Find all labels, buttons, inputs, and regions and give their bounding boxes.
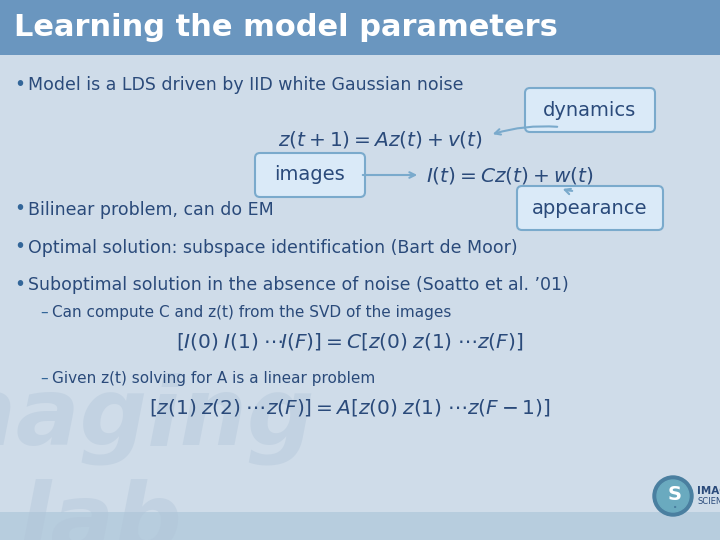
Circle shape [657, 480, 689, 512]
Text: Given z(t) solving for A is a linear problem: Given z(t) solving for A is a linear pro… [52, 370, 375, 386]
Text: $z(t+1) = Az(t) + v(t)$: $z(t+1) = Az(t) + v(t)$ [278, 130, 482, 151]
Text: –: – [40, 370, 48, 386]
Text: •: • [14, 199, 25, 219]
Text: .: . [673, 500, 677, 510]
FancyBboxPatch shape [0, 512, 720, 540]
FancyBboxPatch shape [517, 186, 663, 230]
FancyBboxPatch shape [525, 88, 655, 132]
Text: •: • [14, 238, 25, 256]
Text: Suboptimal solution in the absence of noise (Soatto et al. ’01): Suboptimal solution in the absence of no… [28, 276, 569, 294]
Text: IMAGING: IMAGING [697, 486, 720, 496]
Text: Model is a LDS driven by IID white Gaussian noise: Model is a LDS driven by IID white Gauss… [28, 76, 464, 94]
Text: dynamics: dynamics [544, 100, 636, 119]
Text: $[z(1)\; z(2)\; \cdots z(F)] = A[z(0)\; z(1)\; \cdots z(F-1)]$: $[z(1)\; z(2)\; \cdots z(F)] = A[z(0)\; … [149, 397, 551, 418]
Text: imaging
lab: imaging lab [0, 373, 315, 540]
Text: $I(t) = Cz(t) + w(t)$: $I(t) = Cz(t) + w(t)$ [426, 165, 594, 186]
Text: $[I(0)\; I(1)\; \cdots\! I(F)] = C[z(0)\; z(1)\; \cdots z(F)]$: $[I(0)\; I(1)\; \cdots\! I(F)] = C[z(0)\… [176, 332, 523, 353]
FancyBboxPatch shape [255, 153, 365, 197]
FancyBboxPatch shape [0, 0, 720, 55]
Text: Learning the model parameters: Learning the model parameters [14, 14, 558, 43]
Text: Optimal solution: subspace identification (Bart de Moor): Optimal solution: subspace identificatio… [28, 239, 518, 257]
Text: appearance: appearance [532, 199, 648, 218]
Text: Bilinear problem, can do EM: Bilinear problem, can do EM [28, 201, 274, 219]
Text: •: • [14, 75, 25, 93]
Text: S: S [668, 484, 682, 503]
Text: Can compute C and z(t) from the SVD of the images: Can compute C and z(t) from the SVD of t… [52, 305, 451, 320]
Text: •: • [14, 274, 25, 294]
Text: SCIENCE: SCIENCE [697, 496, 720, 505]
Text: images: images [274, 165, 346, 185]
Circle shape [653, 476, 693, 516]
Text: –: – [40, 305, 48, 320]
